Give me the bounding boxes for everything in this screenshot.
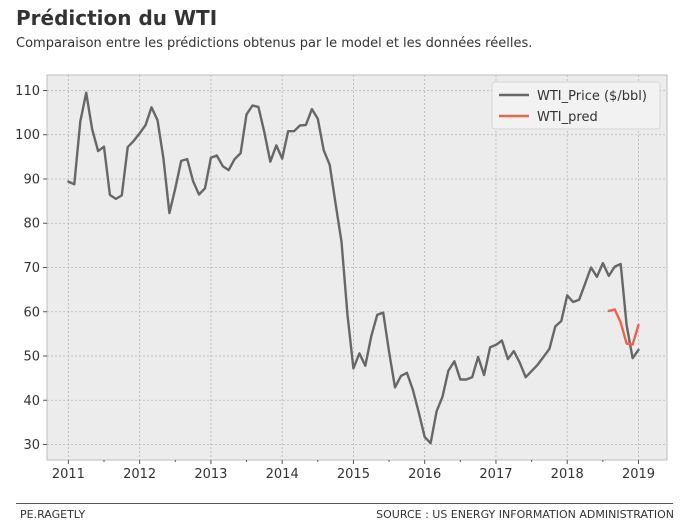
legend-box — [491, 81, 661, 130]
x-tick-label: 2017 — [479, 467, 512, 482]
x-tick-label: 2011 — [52, 467, 85, 482]
y-tick-label: 50 — [23, 350, 40, 365]
y-tick-label: 100 — [15, 128, 40, 143]
page-subtitle: Comparaison entre les prédictions obtenu… — [16, 36, 533, 51]
legend-label: WTI_pred — [537, 110, 598, 125]
wti-line-chart: 30 40 50 60 70 80 90 100 110 2011 2012 2013 2014 2015… — [15, 74, 668, 482]
y-tick-label: 70 — [23, 261, 40, 276]
y-tick-label: 60 — [23, 305, 40, 320]
x-tick-label: 2014 — [266, 467, 299, 482]
footer-author: PE.RAGETLY — [20, 508, 86, 521]
y-tick-label: 40 — [23, 394, 40, 409]
x-tick-label: 2019 — [622, 467, 655, 482]
x-tick-label: 2012 — [123, 467, 156, 482]
footer-source: SOURCE : US ENERGY INFORMATION ADMINISTR… — [376, 508, 674, 521]
page-title: Prédiction du WTI — [16, 6, 218, 30]
legend-label: WTI_Price ($/bbl) — [537, 89, 647, 104]
y-tick-label: 30 — [23, 438, 40, 453]
x-tick-label: 2016 — [408, 467, 441, 482]
x-tick-label: 2018 — [551, 467, 584, 482]
footer-divider — [16, 503, 673, 504]
series-line-wti-price — [67, 91, 640, 445]
y-tick-label: 90 — [23, 172, 40, 187]
x-tick-label: 2013 — [194, 467, 227, 482]
series-line-wti-pred — [607, 308, 640, 346]
x-tick-label: 2015 — [337, 467, 370, 482]
y-tick-label: 80 — [23, 217, 40, 232]
y-tick-label: 110 — [15, 84, 40, 99]
